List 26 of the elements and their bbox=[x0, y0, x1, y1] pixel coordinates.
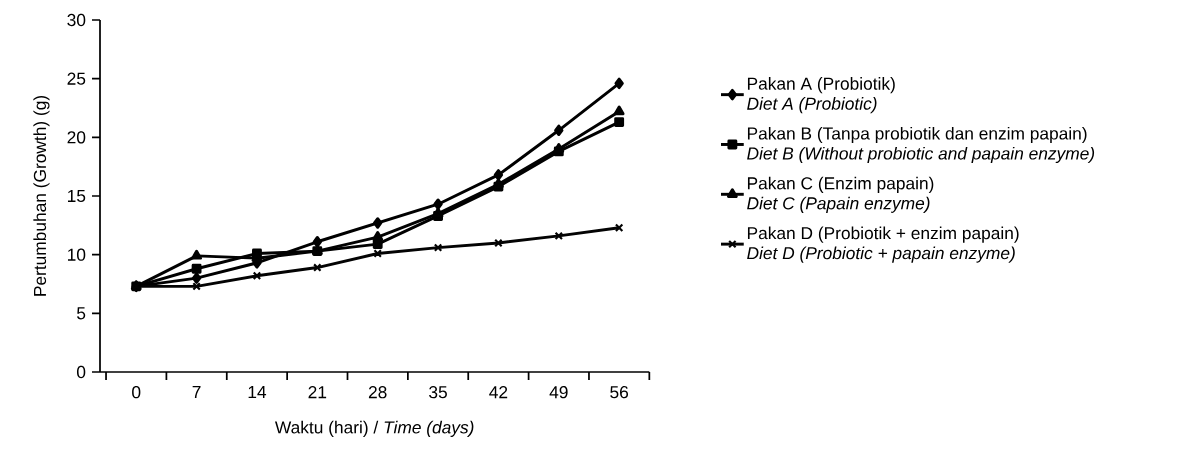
x-axis-title: Waktu (hari) / Time (days) bbox=[274, 420, 474, 437]
x-tick-label: 28 bbox=[368, 386, 387, 399]
x-tick-label: 7 bbox=[192, 386, 201, 398]
y-tick-label: 30 bbox=[67, 13, 86, 27]
text: Diet B (Without probiotic and papain enzyme) bbox=[747, 146, 1095, 164]
y-tick-label: 5 bbox=[77, 307, 86, 320]
x-tick-label: 49 bbox=[549, 386, 568, 399]
y-tick-label: 20 bbox=[67, 131, 86, 144]
legend-label: Pakan C (Enzim papain) bbox=[747, 176, 934, 193]
y-tick-label: 15 bbox=[67, 189, 86, 203]
y-axis-title: Pertumbuhan (Growth) (g) bbox=[33, 95, 50, 296]
x-tick-label: 42 bbox=[489, 386, 508, 399]
x-tick-label: 21 bbox=[308, 386, 327, 399]
x-tick-label: 35 bbox=[429, 386, 447, 399]
text: Diet C (Papain enzyme) bbox=[747, 196, 930, 213]
legend-label: Pakan D (Probiotik + enzim papain) bbox=[747, 226, 1019, 243]
y-tick-label: 25 bbox=[67, 72, 86, 85]
y-tick-label: 0 bbox=[76, 365, 86, 379]
x-tick-label: 0 bbox=[132, 386, 141, 399]
y-tick-label: 10 bbox=[67, 248, 86, 261]
text: Diet D (Probiotic + papain enzyme) bbox=[747, 246, 1015, 263]
text: Diet A (Probiotic) bbox=[747, 97, 877, 114]
legend-label: Pakan A (Probiotik) bbox=[747, 77, 895, 94]
x-tick-label: 14 bbox=[248, 386, 267, 398]
legend-label: Pakan B (Tanpa probiotik dan enzim papain) bbox=[747, 126, 1087, 144]
x-tick-label: 56 bbox=[610, 386, 629, 399]
